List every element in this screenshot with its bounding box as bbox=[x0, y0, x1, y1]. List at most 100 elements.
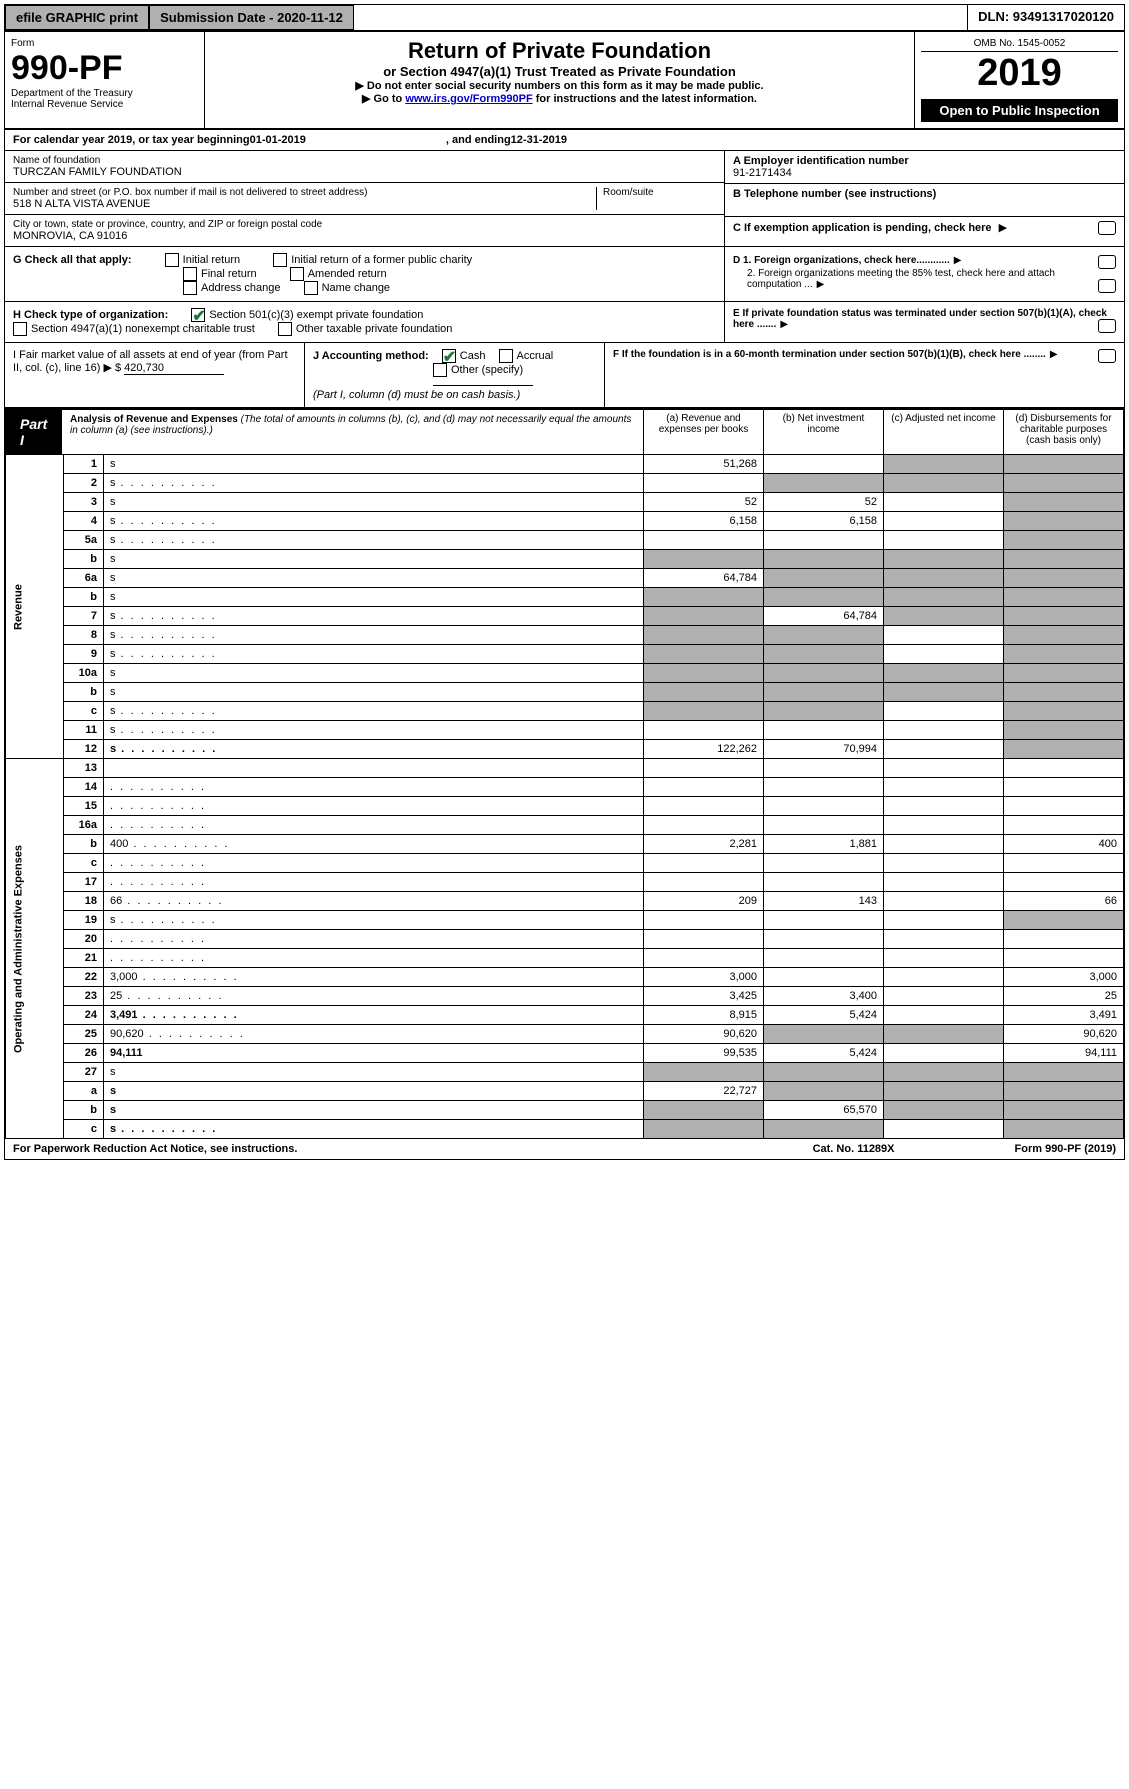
table-row: 23253,4253,40025 bbox=[6, 987, 1124, 1006]
open-to-public: Open to Public Inspection bbox=[921, 99, 1118, 122]
row-description: s bbox=[104, 493, 644, 512]
chk-name-change[interactable] bbox=[304, 281, 318, 295]
value-cell-a bbox=[644, 702, 764, 721]
chk-final-return[interactable] bbox=[183, 267, 197, 281]
chk-initial-return[interactable] bbox=[165, 253, 179, 267]
i-j-f-block: I Fair market value of all assets at end… bbox=[5, 343, 1124, 409]
footer-left: For Paperwork Reduction Act Notice, see … bbox=[13, 1143, 297, 1155]
value-cell-a: 2,281 bbox=[644, 835, 764, 854]
row-number: b bbox=[64, 1101, 104, 1120]
value-cell-b bbox=[764, 569, 884, 588]
table-row: 223,0003,0003,000 bbox=[6, 968, 1124, 987]
part1-table: Part I Analysis of Revenue and Expenses … bbox=[5, 409, 1124, 1139]
chk-address-change[interactable] bbox=[183, 281, 197, 295]
value-cell-d: 400 bbox=[1004, 835, 1124, 854]
value-cell-a bbox=[644, 778, 764, 797]
value-cell-d bbox=[1004, 645, 1124, 664]
value-cell-b bbox=[764, 550, 884, 569]
e-label: E If private foundation status was termi… bbox=[733, 308, 1107, 330]
row-description bbox=[104, 759, 644, 778]
irs-link[interactable]: www.irs.gov/Form990PF bbox=[405, 93, 532, 105]
ein-label: A Employer identification number bbox=[733, 155, 1116, 167]
value-cell-b: 1,881 bbox=[764, 835, 884, 854]
value-cell-c bbox=[884, 455, 1004, 474]
value-cell-a bbox=[644, 1063, 764, 1082]
d2-label: 2. Foreign organizations meeting the 85%… bbox=[747, 268, 1055, 290]
chk-501c3[interactable] bbox=[191, 308, 205, 322]
submission-date-button[interactable]: Submission Date - 2020-11-12 bbox=[149, 5, 354, 30]
chk-4947[interactable] bbox=[13, 322, 27, 336]
row-description: s bbox=[104, 1101, 644, 1120]
col-a-header: (a) Revenue and expenses per books bbox=[644, 410, 764, 455]
value-cell-c bbox=[884, 588, 1004, 607]
value-cell-c bbox=[884, 930, 1004, 949]
value-cell-b bbox=[764, 816, 884, 835]
efile-button[interactable]: efile GRAPHIC print bbox=[5, 5, 149, 30]
value-cell-d bbox=[1004, 816, 1124, 835]
foundation-name: TURCZAN FAMILY FOUNDATION bbox=[13, 166, 716, 178]
value-cell-b bbox=[764, 474, 884, 493]
value-cell-d: 94,111 bbox=[1004, 1044, 1124, 1063]
row-number: a bbox=[64, 1082, 104, 1101]
chk-initial-former[interactable] bbox=[273, 253, 287, 267]
value-cell-c bbox=[884, 854, 1004, 873]
value-cell-a: 52 bbox=[644, 493, 764, 512]
year-end: 12-31-2019 bbox=[511, 134, 567, 146]
chk-cash[interactable] bbox=[442, 349, 456, 363]
row-number: b bbox=[64, 835, 104, 854]
row-number: 12 bbox=[64, 740, 104, 759]
calendar-year-row: For calendar year 2019, or tax year begi… bbox=[5, 130, 1124, 151]
chk-other-method[interactable] bbox=[433, 363, 447, 377]
row-number: 20 bbox=[64, 930, 104, 949]
value-cell-c bbox=[884, 683, 1004, 702]
value-cell-d bbox=[1004, 683, 1124, 702]
value-cell-d: 66 bbox=[1004, 892, 1124, 911]
value-cell-d bbox=[1004, 607, 1124, 626]
table-row: cs bbox=[6, 1120, 1124, 1139]
value-cell-c bbox=[884, 835, 1004, 854]
table-row: Revenue1s51,268 bbox=[6, 455, 1124, 474]
row-number: 24 bbox=[64, 1006, 104, 1025]
row-description: s bbox=[104, 664, 644, 683]
value-cell-d bbox=[1004, 550, 1124, 569]
box-d1[interactable] bbox=[1098, 255, 1116, 269]
value-cell-b bbox=[764, 759, 884, 778]
value-cell-c bbox=[884, 911, 1004, 930]
value-cell-d bbox=[1004, 721, 1124, 740]
row-description bbox=[104, 797, 644, 816]
value-cell-a: 90,620 bbox=[644, 1025, 764, 1044]
value-cell-a: 51,268 bbox=[644, 455, 764, 474]
value-cell-b bbox=[764, 626, 884, 645]
value-cell-a bbox=[644, 930, 764, 949]
value-cell-c bbox=[884, 1044, 1004, 1063]
value-cell-b: 5,424 bbox=[764, 1006, 884, 1025]
room-label: Room/suite bbox=[603, 187, 716, 198]
table-row: Operating and Administrative Expenses13 bbox=[6, 759, 1124, 778]
row-description: s bbox=[104, 740, 644, 759]
value-cell-d bbox=[1004, 588, 1124, 607]
value-cell-c bbox=[884, 1006, 1004, 1025]
year-begin: 01-01-2019 bbox=[250, 134, 306, 146]
box-d2[interactable] bbox=[1098, 279, 1116, 293]
chk-other-taxable[interactable] bbox=[278, 322, 292, 336]
value-cell-d bbox=[1004, 702, 1124, 721]
row-description: 25 bbox=[104, 987, 644, 1006]
col-b-header: (b) Net investment income bbox=[764, 410, 884, 455]
row-number: 17 bbox=[64, 873, 104, 892]
row-number: 5a bbox=[64, 531, 104, 550]
row-description: s bbox=[104, 474, 644, 493]
box-c[interactable] bbox=[1098, 221, 1116, 235]
chk-amended-return[interactable] bbox=[290, 267, 304, 281]
value-cell-b: 3,400 bbox=[764, 987, 884, 1006]
chk-accrual[interactable] bbox=[499, 349, 513, 363]
box-e[interactable] bbox=[1098, 319, 1116, 333]
table-row: 6as64,784 bbox=[6, 569, 1124, 588]
value-cell-c bbox=[884, 968, 1004, 987]
value-cell-c bbox=[884, 949, 1004, 968]
value-cell-b: 143 bbox=[764, 892, 884, 911]
box-f[interactable] bbox=[1098, 349, 1116, 363]
table-row: 11s bbox=[6, 721, 1124, 740]
value-cell-c bbox=[884, 474, 1004, 493]
part1-label: Part I bbox=[6, 410, 62, 454]
value-cell-b bbox=[764, 531, 884, 550]
